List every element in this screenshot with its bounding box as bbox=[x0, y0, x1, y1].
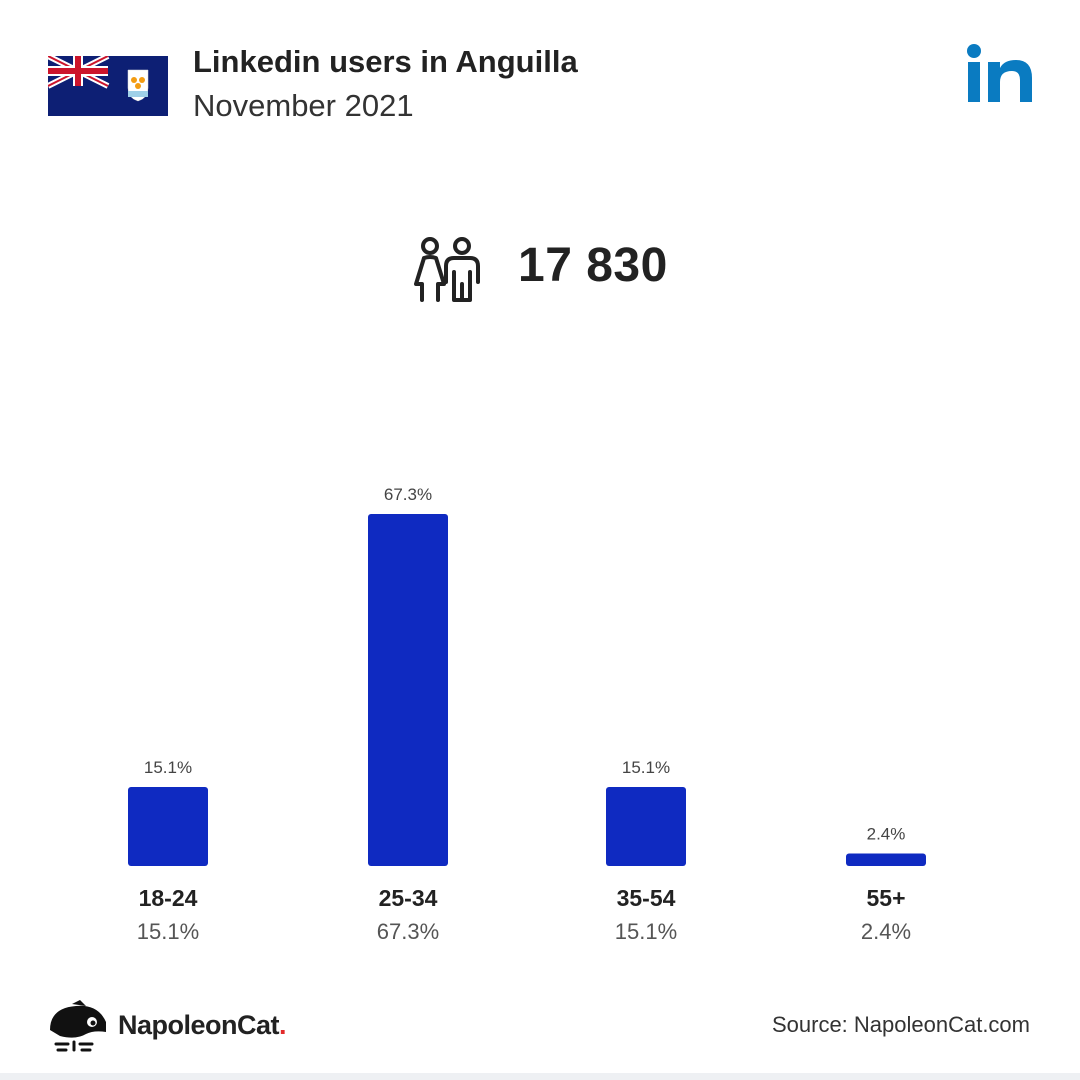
category-label: 55+ bbox=[866, 885, 905, 911]
page-subtitle: November 2021 bbox=[193, 88, 414, 123]
bar-value-label: 15.1% bbox=[622, 758, 670, 777]
linkedin-logo-icon bbox=[967, 44, 1032, 102]
users-icon bbox=[414, 237, 480, 302]
anguilla-flag-icon bbox=[48, 56, 168, 116]
brand-name: NapoleonCat. bbox=[118, 1010, 287, 1041]
bar-value-label: 2.4% bbox=[867, 824, 906, 843]
page-title: Linkedin users in Anguilla bbox=[193, 44, 578, 79]
napoleoncat-logo-icon bbox=[50, 1000, 106, 1052]
bar-value-label: 15.1% bbox=[144, 758, 192, 777]
brand-dot: . bbox=[279, 1010, 287, 1040]
bar-55+ bbox=[846, 853, 926, 866]
category-label: 35-54 bbox=[617, 885, 676, 911]
bar-value-label: 67.3% bbox=[384, 485, 432, 504]
source-text: Source: NapoleonCat.com bbox=[771, 1012, 1030, 1037]
category-percentage: 15.1% bbox=[137, 919, 199, 944]
category-percentage: 15.1% bbox=[615, 919, 677, 944]
bar-35-54 bbox=[606, 787, 686, 866]
category-label: 25-34 bbox=[379, 885, 438, 911]
brand-name-text: NapoleonCat bbox=[118, 1010, 280, 1040]
total-users-value: 17 830 bbox=[518, 239, 668, 292]
category-percentage: 2.4% bbox=[861, 919, 911, 944]
category-label: 18-24 bbox=[139, 885, 198, 911]
bar-18-24 bbox=[128, 787, 208, 866]
bottom-strip bbox=[0, 1073, 1080, 1080]
bar-25-34 bbox=[368, 514, 448, 866]
category-percentage: 67.3% bbox=[377, 919, 439, 944]
